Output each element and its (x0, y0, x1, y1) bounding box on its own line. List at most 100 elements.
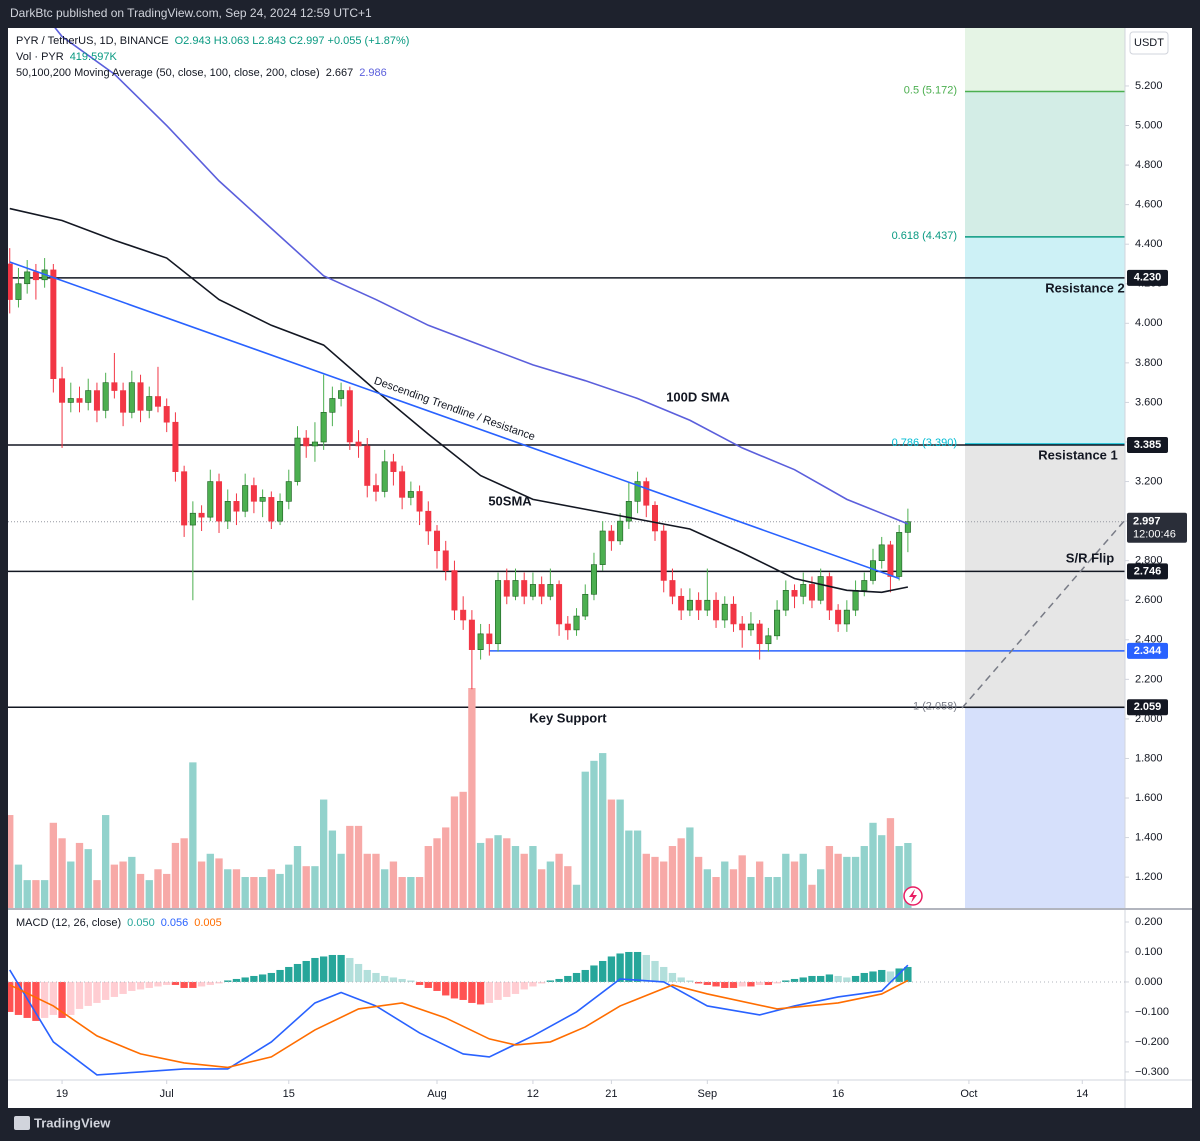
volume-bar (8, 815, 14, 908)
macd-histogram-bar (119, 981, 127, 994)
currency-button[interactable] (1129, 31, 1169, 55)
candle-body (128, 382, 135, 413)
last-price-box (1127, 512, 1187, 543)
candle-body (852, 590, 859, 611)
macd-histogram-bar (808, 975, 816, 982)
volume-bar (372, 853, 380, 908)
macd-histogram-bar (93, 981, 101, 1003)
currency-label[interactable]: USDT (1134, 37, 1164, 49)
volume-bar (572, 884, 581, 908)
volume-bar (494, 835, 502, 908)
macd-histogram-bar (354, 963, 363, 982)
macd-histogram-bar (424, 981, 432, 988)
volume-bar (633, 830, 642, 908)
candle-body (399, 471, 406, 498)
logo (14, 1116, 30, 1130)
volume-bar (293, 846, 302, 908)
macd-histogram-bar (189, 981, 197, 988)
volume-bar (171, 842, 180, 908)
candle-body (721, 603, 728, 621)
volume-bar (267, 869, 275, 908)
annotation: Resistance 2 (1045, 280, 1125, 295)
volume-bar (686, 827, 694, 908)
volume-bar (250, 877, 258, 908)
legend-text: MACD (12, 26, close) (16, 917, 121, 929)
volume-bar (381, 869, 389, 908)
volume-bar (197, 861, 206, 908)
volume-bar (799, 853, 807, 908)
volume-bar (773, 877, 781, 908)
y-tick-label: 4.000 (1135, 317, 1163, 329)
x-tick-label: 15 (283, 1088, 295, 1100)
candle-body (268, 497, 275, 522)
annotation: 100D SMA (666, 389, 730, 404)
macd-histogram-bar (712, 981, 720, 987)
volume-bar (485, 838, 493, 908)
candle-body (599, 530, 606, 565)
candle-body (189, 512, 196, 526)
macd-histogram-bar (476, 981, 485, 1005)
annotation: Key Support (529, 710, 607, 725)
candle-body (372, 485, 379, 492)
volume-bar (241, 877, 249, 908)
macd-histogram-bar (537, 981, 546, 984)
x-tick-label: Sep (698, 1088, 718, 1100)
macd-histogram-bar (163, 981, 171, 985)
macd-histogram-bar (729, 981, 738, 988)
y-tick-label: 3.600 (1135, 396, 1163, 408)
candle-body (76, 398, 83, 403)
candle-body (364, 445, 371, 486)
volume-bar (302, 866, 310, 908)
y-tick-label: 2.600 (1135, 594, 1163, 606)
candle-body (277, 501, 284, 522)
y-tick-label: 1.400 (1135, 831, 1163, 843)
candle-body (120, 390, 127, 413)
macd-histogram-bar (703, 981, 711, 985)
volume-bar (84, 849, 92, 908)
candle-body (24, 271, 31, 285)
x-tick-label: Aug (427, 1088, 447, 1100)
price-label: 2.344 (1134, 645, 1162, 657)
candle-body (739, 623, 746, 631)
macd-histogram-bar (642, 954, 650, 982)
volume-bar (886, 818, 895, 908)
volume-bar (703, 869, 711, 908)
fib-zone (965, 91, 1125, 237)
annotation: 50SMA (488, 493, 532, 508)
y-tick-label: 4.600 (1135, 199, 1163, 211)
header: DarkBtc published on TradingView.com, Se… (10, 6, 372, 20)
candle-body (67, 398, 74, 403)
macd-histogram-bar (860, 972, 868, 982)
volume-bar (878, 835, 886, 908)
macd-histogram-bar (764, 981, 773, 985)
fib-zone (965, 443, 1125, 708)
candle-body (416, 491, 423, 512)
volume-bar (433, 838, 441, 908)
candle-body (407, 491, 414, 498)
candle-body (808, 584, 815, 601)
fib-label: 1 (2.058) (913, 700, 957, 712)
volume-bar (808, 884, 816, 908)
candle-body (765, 635, 772, 645)
macd-histogram-bar (180, 981, 188, 988)
candle-body (686, 599, 693, 611)
candle-body (835, 609, 842, 625)
volume-bar (651, 856, 659, 908)
footer[interactable]: TradingView (34, 1115, 111, 1130)
volume-bar (904, 842, 912, 908)
candle-body (791, 590, 798, 597)
volume-bar (511, 846, 520, 908)
moving-average (54, 28, 909, 525)
volume-bar (75, 842, 84, 908)
annotation: Resistance 1 (1038, 447, 1118, 462)
macd-histogram-bar (67, 981, 75, 1015)
macd-histogram-bar (747, 981, 755, 987)
macd-histogram-bar (633, 951, 642, 982)
candle-body (102, 382, 109, 411)
macd-histogram-bar (40, 981, 49, 1018)
price-label: 2.746 (1134, 565, 1162, 577)
x-tick-label: Jul (160, 1088, 174, 1100)
candle-body (495, 580, 502, 645)
macd-histogram-bar (886, 971, 895, 982)
volume-bar (694, 856, 703, 908)
